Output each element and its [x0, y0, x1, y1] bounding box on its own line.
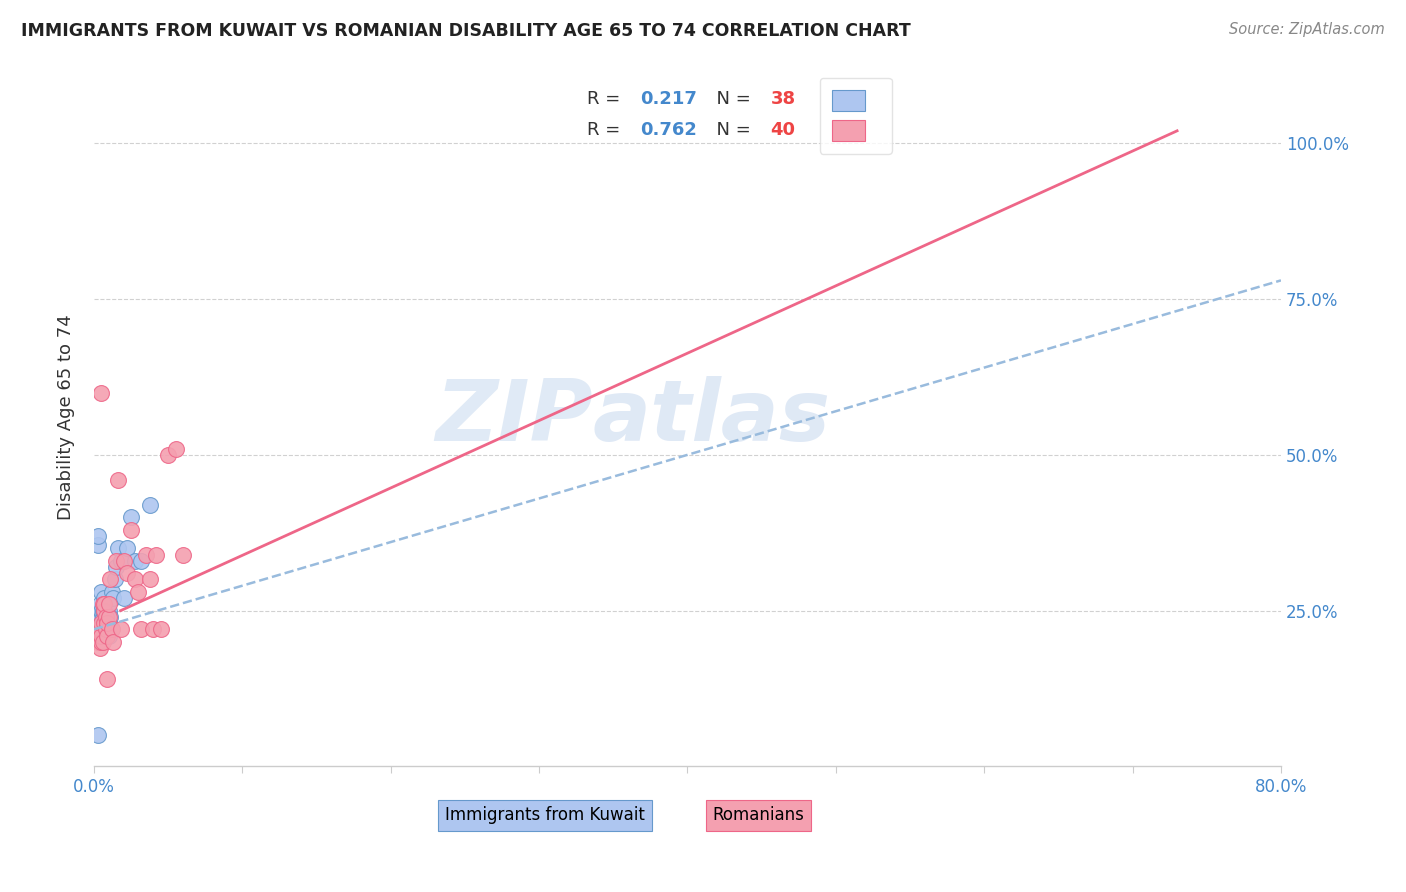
Point: [91, 634, 114, 648]
Point: [91, 598, 114, 612]
Point: [89, 610, 111, 624]
Point: [142, 623, 165, 637]
Point: [107, 473, 129, 487]
Point: [90, 634, 112, 648]
Point: [90, 628, 112, 642]
Point: [89, 598, 111, 612]
Point: [115, 566, 138, 581]
Text: 38: 38: [770, 89, 796, 108]
Point: [131, 554, 153, 568]
Point: [165, 442, 187, 456]
Text: N =: N =: [706, 89, 756, 108]
Text: Source: ZipAtlas.com: Source: ZipAtlas.com: [1229, 22, 1385, 37]
Text: atlas: atlas: [592, 376, 831, 459]
Text: N =: N =: [706, 121, 756, 139]
Point: [103, 634, 125, 648]
Point: [124, 554, 146, 568]
Point: [100, 585, 122, 599]
Point: [90, 616, 112, 631]
Point: [131, 623, 153, 637]
Text: 0.762: 0.762: [640, 121, 697, 139]
Point: [96, 628, 118, 642]
Text: Romanians: Romanians: [713, 806, 804, 824]
Point: [93, 616, 115, 631]
Point: [89, 640, 111, 655]
Point: [90, 623, 112, 637]
Point: [93, 598, 115, 612]
Legend: , : ,: [820, 78, 891, 153]
Point: [96, 616, 118, 631]
Point: [91, 623, 114, 637]
Point: [135, 548, 157, 562]
Point: [103, 591, 125, 606]
Point: [94, 623, 117, 637]
Point: [98, 610, 121, 624]
Point: [96, 672, 118, 686]
Point: [87, 623, 110, 637]
Text: Immigrants from Kuwait: Immigrants from Kuwait: [446, 806, 645, 824]
Point: [105, 554, 128, 568]
Point: [97, 616, 120, 631]
Point: [97, 610, 120, 624]
Point: [127, 585, 149, 599]
Point: [104, 573, 127, 587]
Point: [97, 604, 120, 618]
Point: [149, 623, 172, 637]
Point: [97, 628, 120, 642]
Point: [87, 728, 110, 742]
Point: [120, 510, 142, 524]
Point: [105, 560, 128, 574]
Text: 40: 40: [770, 121, 796, 139]
Text: R =: R =: [586, 89, 626, 108]
Point: [100, 623, 122, 637]
Point: [139, 573, 162, 587]
Text: IMMIGRANTS FROM KUWAIT VS ROMANIAN DISABILITY AGE 65 TO 74 CORRELATION CHART: IMMIGRANTS FROM KUWAIT VS ROMANIAN DISAB…: [21, 22, 911, 40]
Y-axis label: Disability Age 65 to 74: Disability Age 65 to 74: [58, 315, 75, 520]
Point: [115, 541, 138, 556]
Point: [96, 616, 118, 631]
Point: [94, 610, 117, 624]
Point: [89, 604, 111, 618]
Point: [91, 610, 114, 624]
Text: R =: R =: [586, 121, 626, 139]
Point: [90, 610, 112, 624]
Point: [93, 591, 115, 606]
Point: [94, 616, 117, 631]
Text: 0.217: 0.217: [640, 89, 697, 108]
Point: [90, 616, 112, 631]
Point: [98, 573, 121, 587]
Point: [93, 604, 115, 618]
Point: [172, 548, 194, 562]
Point: [93, 598, 115, 612]
Point: [157, 448, 180, 462]
Point: [112, 591, 135, 606]
Point: [110, 554, 132, 568]
Point: [112, 554, 135, 568]
Point: [145, 548, 167, 562]
Point: [91, 604, 114, 618]
Point: [90, 585, 112, 599]
Point: [139, 498, 162, 512]
Point: [120, 523, 142, 537]
Point: [110, 623, 132, 637]
Point: [94, 623, 117, 637]
Point: [107, 541, 129, 556]
Text: ZIP: ZIP: [434, 376, 592, 459]
Point: [89, 623, 111, 637]
Point: [124, 573, 146, 587]
Point: [90, 604, 112, 618]
Point: [96, 604, 118, 618]
Point: [97, 598, 120, 612]
Point: [87, 634, 110, 648]
Point: [90, 385, 112, 400]
Point: [93, 604, 115, 618]
Point: [87, 529, 110, 543]
Point: [87, 538, 110, 552]
Point: [94, 610, 117, 624]
